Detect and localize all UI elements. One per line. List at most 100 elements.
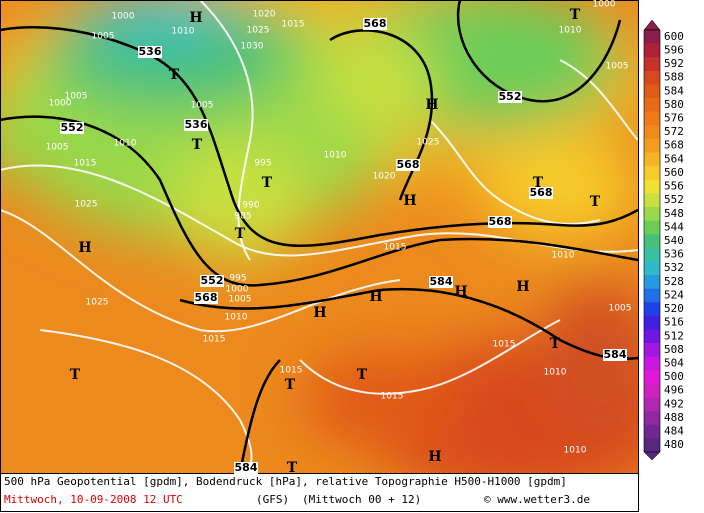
height-label-box: [488, 216, 512, 228]
colorbar-label: 568: [664, 139, 684, 152]
pressure-center: H: [425, 97, 438, 113]
pressure-center: T: [169, 67, 180, 83]
isobar-label: 1015: [282, 20, 305, 30]
colorbar-swatch: [644, 275, 660, 289]
isobar-label: 985: [234, 212, 251, 222]
isobar-label: 1025: [247, 26, 270, 36]
colorbar-label: 488: [664, 411, 684, 424]
height-label-box: [396, 159, 420, 171]
isobar-label: 1005: [92, 32, 115, 42]
isobar-label: 1000: [226, 285, 249, 295]
colorbar-top-arrow: [643, 19, 661, 31]
colorbar-label: 552: [664, 193, 684, 206]
colorbar-swatch: [644, 397, 660, 412]
height-label: 568: [195, 291, 218, 304]
colorbar-label: 548: [664, 207, 684, 220]
isobar-label: 1005: [609, 304, 632, 314]
colorbar-label: 492: [664, 397, 684, 410]
colorbar-label: 528: [664, 275, 684, 288]
pressure-center: T: [235, 226, 246, 242]
pressure-center: H: [313, 305, 326, 321]
colorbar-swatch: [644, 261, 660, 276]
colorbar-label: 556: [664, 180, 684, 193]
pressure-center: H: [78, 240, 91, 256]
colorbar-swatch: [644, 206, 660, 221]
isobar-label: 1015: [381, 392, 404, 402]
height-label-box: [498, 91, 522, 103]
pressure-center: H: [189, 10, 202, 26]
colorbar-label: 504: [664, 357, 684, 370]
height-label: 568: [397, 158, 420, 171]
colorbar-swatch: [644, 84, 660, 99]
height-label: 568: [489, 215, 512, 228]
colorbar-swatch: [644, 111, 660, 126]
isobar-label: 1010: [564, 446, 587, 456]
colorbar-swatch: [644, 193, 660, 208]
pressure-center: T: [285, 377, 296, 393]
height-label-box: [234, 462, 258, 474]
isobar-label: 1010: [324, 151, 347, 161]
pressure-center: H: [428, 449, 441, 465]
height-label: 536: [185, 118, 208, 131]
colorbar-swatch: [644, 383, 660, 398]
isobar-label: 1010: [225, 313, 248, 323]
colorbar-swatch: [644, 329, 660, 344]
colorbar-frame: [643, 29, 661, 453]
height-label: 552: [61, 121, 84, 134]
colorbar-swatch: [644, 343, 660, 358]
colorbar-swatch: [644, 152, 660, 167]
colorbar-label: 516: [664, 316, 684, 329]
height-label: 536: [139, 45, 162, 58]
isobar-label: 1005: [65, 92, 88, 102]
colorbar-swatch: [644, 411, 660, 426]
colorbar-label: 544: [664, 220, 684, 233]
colorbar-swatch: [644, 370, 660, 385]
height-label: 584: [430, 275, 453, 288]
colorbar-swatch: [644, 356, 660, 371]
map-field: [0, 0, 638, 473]
height-label-box: [200, 275, 224, 287]
isobar-label: 1020: [253, 10, 276, 20]
colorbar-swatch: [644, 234, 660, 249]
colorbar-label: 580: [664, 98, 684, 111]
colorbar-label: 564: [664, 152, 684, 165]
isobar-label: 1000: [593, 0, 616, 10]
height-label: 552: [201, 274, 224, 287]
colorbar-label: 496: [664, 384, 684, 397]
colorbar-label: 536: [664, 248, 684, 261]
pressure-center: H: [403, 193, 416, 209]
pressure-center: H: [369, 289, 382, 305]
colorbar-label: 480: [664, 438, 684, 451]
colorbar-label: 588: [664, 71, 684, 84]
colorbar-label: 584: [664, 84, 684, 97]
isobar-label: 1010: [172, 27, 195, 37]
isobar-label: 1015: [280, 366, 303, 376]
colorbar-label: 520: [664, 302, 684, 315]
pressure-center: H: [516, 279, 529, 295]
height-label: 552: [499, 90, 522, 103]
height-label-box: [184, 119, 208, 131]
pressure-center: T: [590, 194, 601, 210]
colorbar-swatch: [644, 288, 660, 303]
footer-run: (Mittwoch 00 + 12): [302, 493, 421, 506]
isobar-label: 1015: [493, 340, 516, 350]
colorbar-swatch: [644, 70, 660, 85]
colorbar-label: 576: [664, 111, 684, 124]
isobar-label: 1005: [46, 143, 69, 153]
colorbar-label: 540: [664, 234, 684, 247]
pressure-center: T: [570, 7, 581, 23]
isobar-label: 1025: [86, 298, 109, 308]
colorbar-label: 596: [664, 43, 684, 56]
height-label: 568: [530, 186, 553, 199]
height-label-box: [60, 122, 84, 134]
height-label-box: [603, 349, 627, 361]
isobar-label: 1005: [606, 62, 629, 72]
colorbar-swatch: [644, 220, 660, 235]
isobar-label: 990: [242, 201, 259, 211]
isobar-label: 1010: [544, 368, 567, 378]
pressure-center: T: [192, 137, 203, 153]
isobar-label: 1020: [373, 172, 396, 182]
height-label: 584: [235, 461, 258, 474]
isobar-label: 1010: [114, 139, 137, 149]
